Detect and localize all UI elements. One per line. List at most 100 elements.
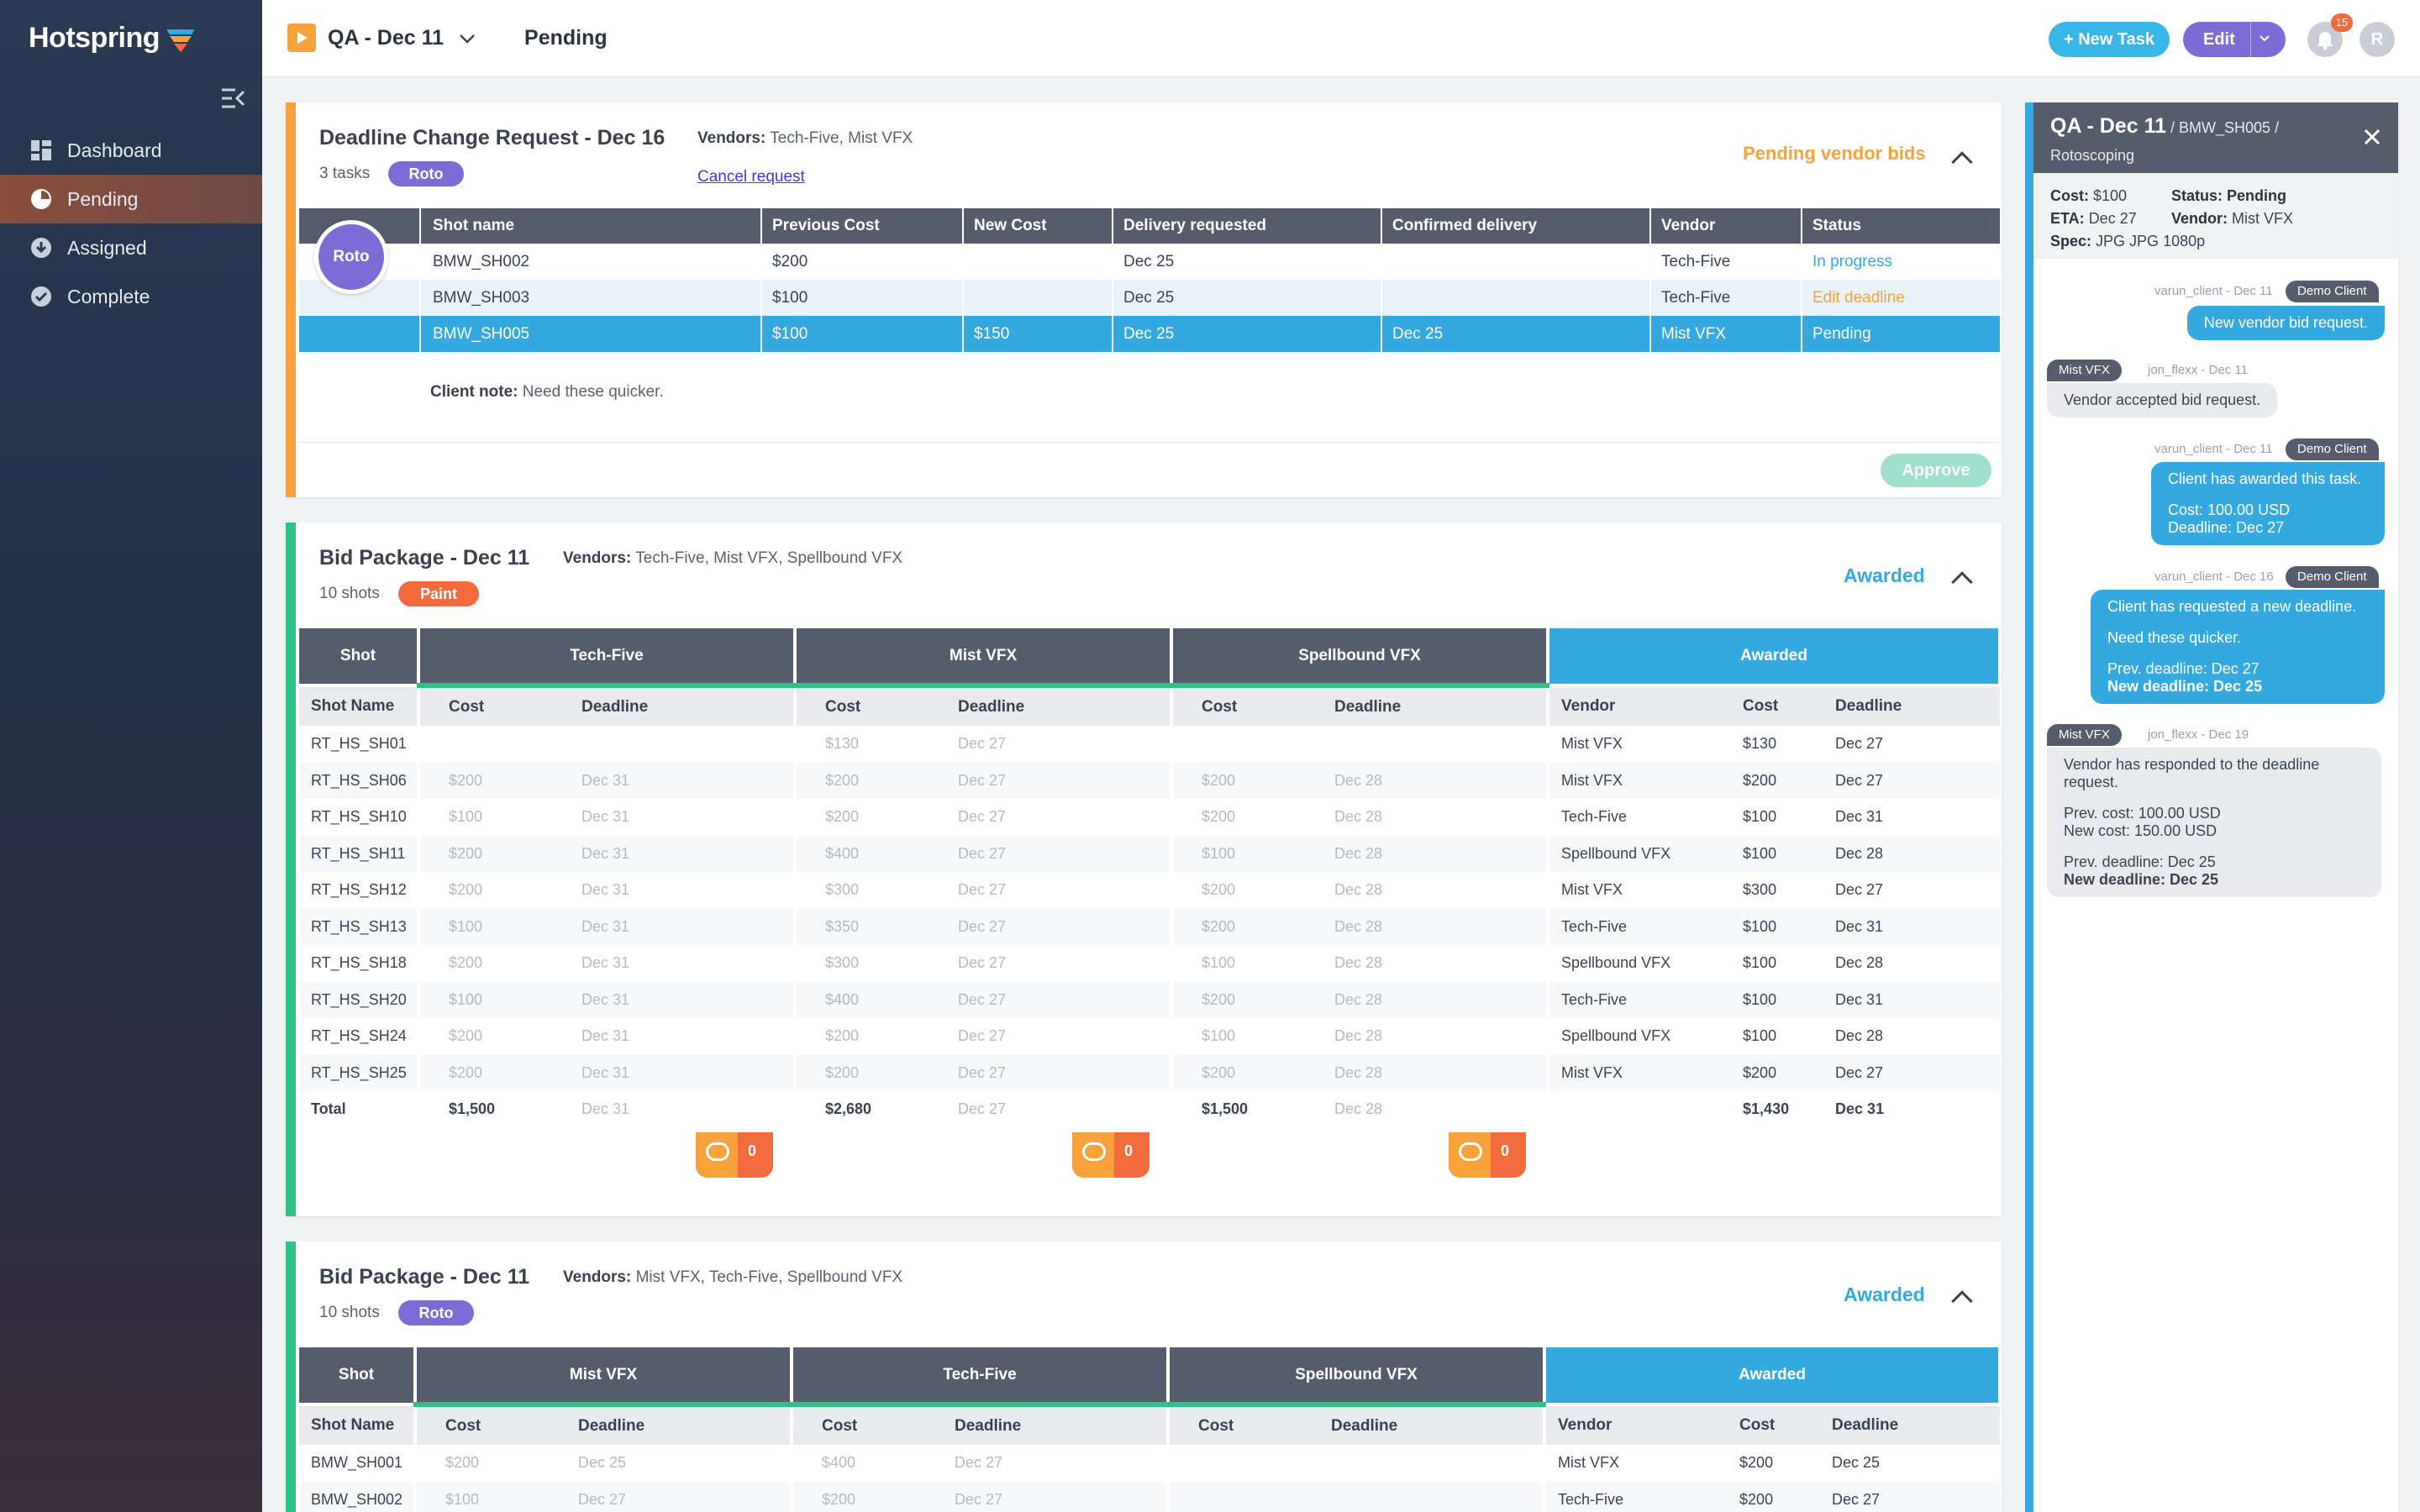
table-row[interactable]: RT_HS_SH12 $200 Dec 31 $300 Dec 27 $200 Dec 28…: [299, 872, 2000, 909]
message-line: Client has awarded this task.: [2168, 470, 2362, 487]
sub-header: Deadline: [1319, 1403, 1545, 1445]
table-row[interactable]: BMW_SH001 $200 Dec 25 $400 Dec 27 Mist VFX $20…: [299, 1445, 2000, 1482]
table-cell: Dec 27: [946, 908, 1172, 945]
sub-header: Cost: [1170, 684, 1323, 726]
table-cell: Tech-Five: [1543, 1481, 1728, 1512]
collapse-sidebar-icon[interactable]: [220, 87, 245, 113]
chat-count: 0: [748, 1142, 757, 1159]
new-cost-cell: [963, 280, 1113, 316]
breadcrumb: QA - Dec 11 Pending: [287, 24, 608, 52]
new-task-button[interactable]: + New Task: [2049, 22, 2170, 57]
app-logo[interactable]: Hotspring: [29, 22, 197, 55]
panel-path: / BMW_SH005 /: [2166, 119, 2280, 136]
table-cell: RT_HS_SH20: [299, 981, 418, 1018]
message-meta: varun_client - Dec 16: [2154, 570, 2274, 584]
sidebar-item-complete[interactable]: Complete: [0, 272, 262, 321]
mist-vfx-chat-button[interactable]: 0: [1072, 1132, 1150, 1178]
avatar[interactable]: R: [2360, 22, 2395, 57]
table-row-selected[interactable]: BMW_SH005 $100 $150 Dec 25 Dec 25 Mist V…: [299, 316, 2002, 352]
table-row[interactable]: RT_HS_SH11 $200 Dec 31 $400 Dec 27 $100 Dec 28…: [299, 835, 2000, 872]
table-cell: Dec 27: [958, 1027, 1007, 1045]
vendors-text: Vendors: Tech-Five, Mist VFX: [697, 129, 913, 148]
approve-button[interactable]: Approve: [1881, 454, 1991, 487]
bid-package-card-paint: Bid Package - Dec 11 Vendors: Tech-Five,…: [286, 522, 2002, 1216]
table-row[interactable]: BMW_SH002 $200 Dec 25 Tech-Five In progr…: [299, 244, 2002, 280]
table-cell: [1323, 726, 1548, 763]
table-row[interactable]: BMW_SH002 $100 Dec 27 $200 Dec 27 Tech-Five $2…: [299, 1481, 2000, 1512]
new-cost-cell: $150: [963, 316, 1113, 352]
column-header: Previous Cost: [761, 208, 964, 244]
sidebar-item-label: Pending: [67, 187, 139, 210]
table-row[interactable]: RT_HS_SH24 $200 Dec 31 $200 Dec 27 $100 Dec 28…: [299, 1018, 2000, 1055]
table-cell: Dec 28: [1323, 835, 1549, 872]
column-header: Delivery requested: [1113, 208, 1382, 244]
delivery-requested-cell: Dec 25: [1113, 244, 1382, 280]
edit-button[interactable]: Edit: [2183, 22, 2286, 57]
chevron-down-icon[interactable]: [459, 27, 476, 49]
table-cell: Dec 27: [946, 981, 1172, 1018]
message-sender-tag: Demo Client: [2286, 566, 2379, 588]
table-cell: Tech-Five: [1546, 799, 1732, 836]
table-row[interactable]: BMW_SH003 $100 Dec 25 Tech-Five Edit dea…: [299, 280, 2002, 316]
table-cell: $400: [793, 835, 946, 872]
table-row[interactable]: RT_HS_SH10 $100 Dec 31 $200 Dec 27 $200 Dec 28…: [299, 799, 2000, 836]
table-cell: $100: [417, 799, 570, 836]
status-cell[interactable]: Edit deadline: [1802, 280, 2002, 316]
table-cell: Dec 27: [958, 808, 1007, 826]
new-cost-cell: [963, 244, 1113, 280]
table-cell: $200: [417, 872, 570, 909]
message-line: Prev. deadline: Dec 27: [2107, 660, 2260, 677]
total-row[interactable]: Total $1,500 Dec 31 $2,680 Dec 27 $1,500 Dec 2…: [299, 1091, 2000, 1128]
table-row[interactable]: RT_HS_SH18 $200 Dec 31 $300 Dec 27 $100 Dec 28…: [299, 945, 2000, 982]
eta-label: ETA:: [2050, 210, 2085, 227]
message-meta: jon_flexx - Dec 19: [2148, 727, 2249, 742]
table-row[interactable]: RT_HS_SH13 $100 Dec 31 $350 Dec 27 $200 Dec 28…: [299, 908, 2000, 945]
table-cell: $130: [793, 726, 946, 763]
sub-header: Cost: [790, 1403, 944, 1445]
pie-chart-icon: [30, 188, 52, 210]
table-cell: Dec 28: [1823, 835, 2000, 872]
tech-five-chat-button[interactable]: 0: [696, 1132, 773, 1178]
collapse-chevron-icon[interactable]: [1951, 151, 1973, 173]
sub-header: Cost: [413, 1403, 566, 1445]
table-row[interactable]: RT_HS_SH20 $100 Dec 31 $400 Dec 27 $200 Dec 28…: [299, 981, 2000, 1018]
table-cell: $130: [1743, 735, 1777, 753]
column-header: Status: [1802, 208, 2002, 244]
close-icon[interactable]: [2363, 124, 2381, 153]
spec-label: Spec:: [2050, 233, 2092, 249]
table-cell: RT_HS_SH18: [311, 954, 407, 972]
message-bubble: New vendor bid request.: [2186, 306, 2385, 340]
group-header: Shot: [299, 628, 420, 685]
cancel-request-link[interactable]: Cancel request: [697, 168, 805, 186]
table-cell: Dec 27: [1820, 1481, 2000, 1512]
column-header: Vendor: [1650, 208, 1802, 244]
bid-package-card-roto: Bid Package - Dec 11 Vendors: Mist VFX, …: [286, 1242, 2002, 1512]
table-row[interactable]: RT_HS_SH01 $130 Dec 27 Mist VFX $130 Dec 27: [299, 726, 2000, 763]
page-title[interactable]: QA - Dec 11: [328, 25, 445, 50]
sub-header: Shot Name: [299, 1403, 415, 1445]
message-bubble: Vendor accepted bid request.: [2047, 383, 2278, 417]
chevron-down-icon[interactable]: [2259, 22, 2270, 57]
vendors-text: Vendors: Mist VFX, Tech-Five, Spellbound…: [563, 1268, 902, 1287]
table-cell: Dec 31: [1835, 1100, 1885, 1118]
sidebar-item-dashboard[interactable]: Dashboard: [0, 126, 262, 175]
table-row[interactable]: RT_HS_SH25 $200 Dec 31 $200 Dec 27 $200 Dec 28…: [299, 1054, 2000, 1091]
sidebar-item-assigned[interactable]: Assigned: [0, 223, 262, 272]
delivery-requested-cell: Dec 25: [1113, 316, 1382, 352]
group-header-awarded: Awarded: [1548, 628, 2002, 685]
table-cell: Dec 31: [570, 762, 795, 799]
cost-value: $100: [2093, 187, 2128, 204]
collapse-chevron-icon[interactable]: [1951, 571, 1973, 593]
table-row[interactable]: RT_HS_SH06 $200 Dec 31 $200 Dec 27 $200 Dec 28…: [299, 762, 2000, 799]
confirmed-delivery-cell: Dec 25: [1381, 316, 1651, 352]
sub-header: Deadline: [1820, 1403, 2000, 1445]
table-cell: $100: [1170, 945, 1323, 982]
spellbound-vfx-chat-button[interactable]: 0: [1449, 1132, 1526, 1178]
sidebar-item-pending[interactable]: Pending: [0, 175, 262, 223]
table-cell: [417, 726, 570, 763]
card-title: Bid Package - Dec 11: [319, 546, 530, 570]
collapse-chevron-icon[interactable]: [1951, 1290, 1973, 1312]
table-cell: $200: [413, 1445, 566, 1482]
chat-bubble-icon: [1082, 1142, 1106, 1161]
confirmed-delivery-cell: [1381, 280, 1651, 316]
